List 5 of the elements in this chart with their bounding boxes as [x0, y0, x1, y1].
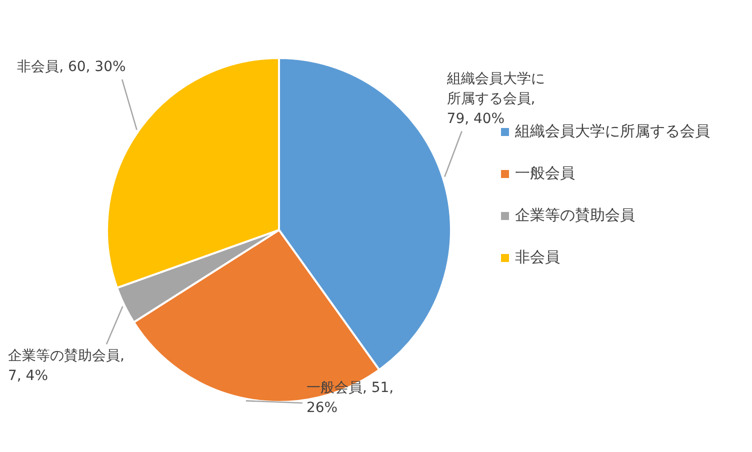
legend-label: 非会員 — [515, 247, 560, 268]
data-label: 非会員, 60, 30% — [17, 59, 126, 76]
data-label: 企業等の賛助会員, 7, 4% — [8, 348, 124, 384]
legend-label: 企業等の賛助会員 — [515, 205, 635, 226]
legend-label: 一般会員 — [515, 163, 575, 184]
